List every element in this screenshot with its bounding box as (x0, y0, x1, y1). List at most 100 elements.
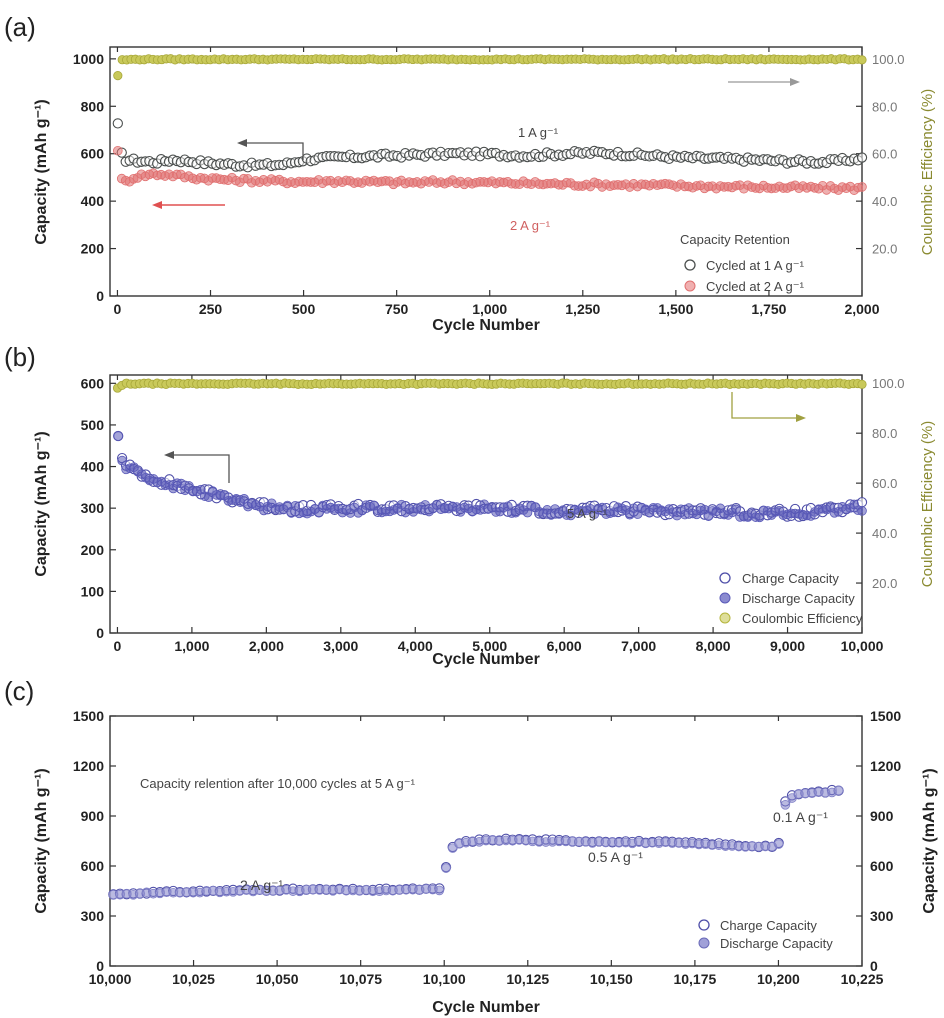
legend-a-marker-1 (684, 259, 696, 271)
data-point (833, 785, 844, 796)
data-point (113, 145, 123, 156)
arrow-1a-head (237, 139, 247, 147)
x-tick-label: 10,000 (841, 638, 884, 654)
data-point (856, 152, 868, 163)
panel-c-ticks: 10,000 10,025 10,050 10,075 10,100 10,125 10,1… (73, 708, 902, 987)
y-tick-label: 0 (96, 288, 104, 304)
panel-a-xlabel: Cycle Number (432, 317, 540, 334)
panel-c-y2label: Capacity (mAh g⁻¹) (921, 768, 938, 913)
y2-tick-label: 60.0 (872, 476, 897, 491)
y2-tick-label: 60.0 (872, 147, 897, 162)
x-tick-label: 3,000 (323, 638, 358, 654)
y2-tick-label: 80.0 (872, 426, 897, 441)
x-tick-label: 10,175 (673, 971, 716, 987)
y-tick-label: 900 (81, 808, 105, 824)
y2-tick-label: 20.0 (872, 242, 897, 257)
panel-a-frame (109, 46, 863, 297)
y2-tick-label: 1500 (870, 708, 901, 724)
data-point (290, 500, 301, 511)
x-tick-label: 1,000 (174, 638, 209, 654)
x-tick-label: 10,225 (841, 971, 884, 987)
data-point (113, 71, 123, 81)
x-tick-label: 750 (385, 301, 409, 317)
x-tick-label: 6,000 (547, 638, 582, 654)
y-tick-label: 400 (81, 459, 105, 475)
legend-b-marker-3 (719, 612, 731, 624)
panel-a-label: (a) (4, 12, 36, 42)
panel-b-ylabel: Capacity (mAh g⁻¹) (33, 431, 50, 576)
legend-b-marker-2 (719, 592, 731, 604)
y-tick-label: 600 (81, 146, 105, 162)
panel-a-y2label: Coulombic Efficiency (%) (919, 89, 936, 255)
series-cycled-at-2-a-g- (113, 145, 867, 195)
x-tick-label: 10,150 (590, 971, 633, 987)
x-tick-label: 250 (199, 301, 223, 317)
legend-b-marker-1 (719, 572, 731, 584)
data-point (447, 843, 458, 853)
y2-tick-label: 1200 (870, 758, 901, 774)
legend-a-marker-2 (684, 280, 696, 292)
panel-a-ticks: 0 250 500 750 1,000 1,250 1,500 1,750 2,000 0 200 4… (73, 47, 905, 317)
y-tick-label: 800 (81, 98, 105, 114)
y-tick-label: 1200 (73, 758, 104, 774)
rate-label-1a: 1 A g⁻¹ (518, 125, 559, 140)
arrow-1a-line (245, 142, 304, 160)
rate-label-c-2: 2 A g⁻¹ (240, 877, 284, 893)
legend-a-label-2: Cycled at 2 A g⁻¹ (706, 279, 805, 294)
y2-tick-label: 300 (870, 908, 894, 924)
panel-a-ylabel: Capacity (mAh g⁻¹) (33, 99, 50, 244)
data-point (857, 506, 867, 516)
panel-c-ylabel: Capacity (mAh g⁻¹) (33, 768, 50, 913)
x-tick-label: 10,025 (172, 971, 215, 987)
x-tick-label: 10,000 (89, 971, 132, 987)
y-tick-label: 0 (96, 625, 104, 641)
panel-c-label: (c) (4, 676, 34, 706)
y2-tick-label: 100.0 (872, 52, 905, 67)
y-tick-label: 200 (81, 542, 105, 558)
data-point (441, 863, 451, 873)
panel-b-label: (b) (4, 342, 36, 372)
y-tick-label: 400 (81, 193, 105, 209)
x-tick-label: 5,000 (472, 638, 507, 654)
x-tick-label: 1,250 (565, 301, 600, 317)
x-tick-label: 10,100 (423, 971, 466, 987)
y2-tick-label: 100.0 (872, 376, 905, 391)
y2-tick-label: 40.0 (872, 526, 897, 541)
arrow-b-ce-line (731, 392, 798, 419)
legend-c-marker-1 (698, 919, 710, 931)
panel-b: (b) 0 1,000 2,000 3,000 4,000 5,000 6,000 7,000… (4, 342, 936, 668)
y-tick-label: 100 (81, 583, 105, 599)
panel-c: (c) 10,000 10,025 10,050 10,075 10,100 10,125… (4, 676, 938, 1016)
x-tick-label: 8,000 (696, 638, 731, 654)
x-tick-label: 4,000 (398, 638, 433, 654)
x-tick-label: 9,000 (770, 638, 805, 654)
panel-b-legend: Charge Capacity Discharge Capacity Coulo… (719, 571, 863, 626)
legend-c-label-2: Discharge Capacity (720, 936, 833, 951)
legend-a-label-1: Cycled at 1 A g⁻¹ (706, 258, 805, 273)
x-tick-label: 10,125 (506, 971, 549, 987)
y-tick-label: 0 (96, 958, 104, 974)
y-tick-label: 300 (81, 500, 105, 516)
data-point (113, 431, 123, 441)
arrow-ce-head (790, 78, 800, 86)
data-point (731, 504, 741, 515)
x-tick-label: 500 (292, 301, 316, 317)
panel-a-arrows (152, 78, 800, 209)
y2-tick-label: 0 (870, 958, 878, 974)
arrow-b-head (164, 451, 174, 459)
legend-a-title: Capacity Retention (680, 232, 790, 247)
series-coulombic-efficiency (112, 378, 867, 393)
rate-label-b: 5 A g⁻¹ (567, 506, 608, 521)
x-tick-label: 10,075 (339, 971, 382, 987)
series-cycled-at-1-a-g- (112, 118, 868, 173)
panel-c-marks (108, 784, 844, 900)
arrow-b-ce-head (796, 414, 806, 422)
y2-tick-label: 900 (870, 808, 894, 824)
data-point (773, 839, 784, 849)
panel-b-ticks: 0 1,000 2,000 3,000 4,000 5,000 6,000 7,000 8,00… (81, 375, 905, 654)
y-tick-label: 300 (81, 908, 105, 924)
rate-label-2a: 2 A g⁻¹ (510, 218, 551, 233)
legend-c-label-1: Charge Capacity (720, 918, 817, 933)
data-point (239, 494, 249, 504)
